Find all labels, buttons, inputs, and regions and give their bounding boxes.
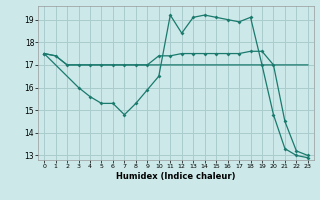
X-axis label: Humidex (Indice chaleur): Humidex (Indice chaleur)	[116, 172, 236, 181]
